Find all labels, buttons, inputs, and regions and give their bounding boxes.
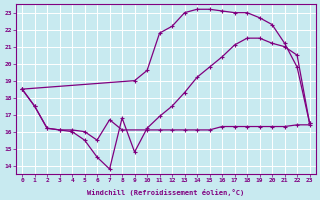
- X-axis label: Windchill (Refroidissement éolien,°C): Windchill (Refroidissement éolien,°C): [87, 189, 244, 196]
